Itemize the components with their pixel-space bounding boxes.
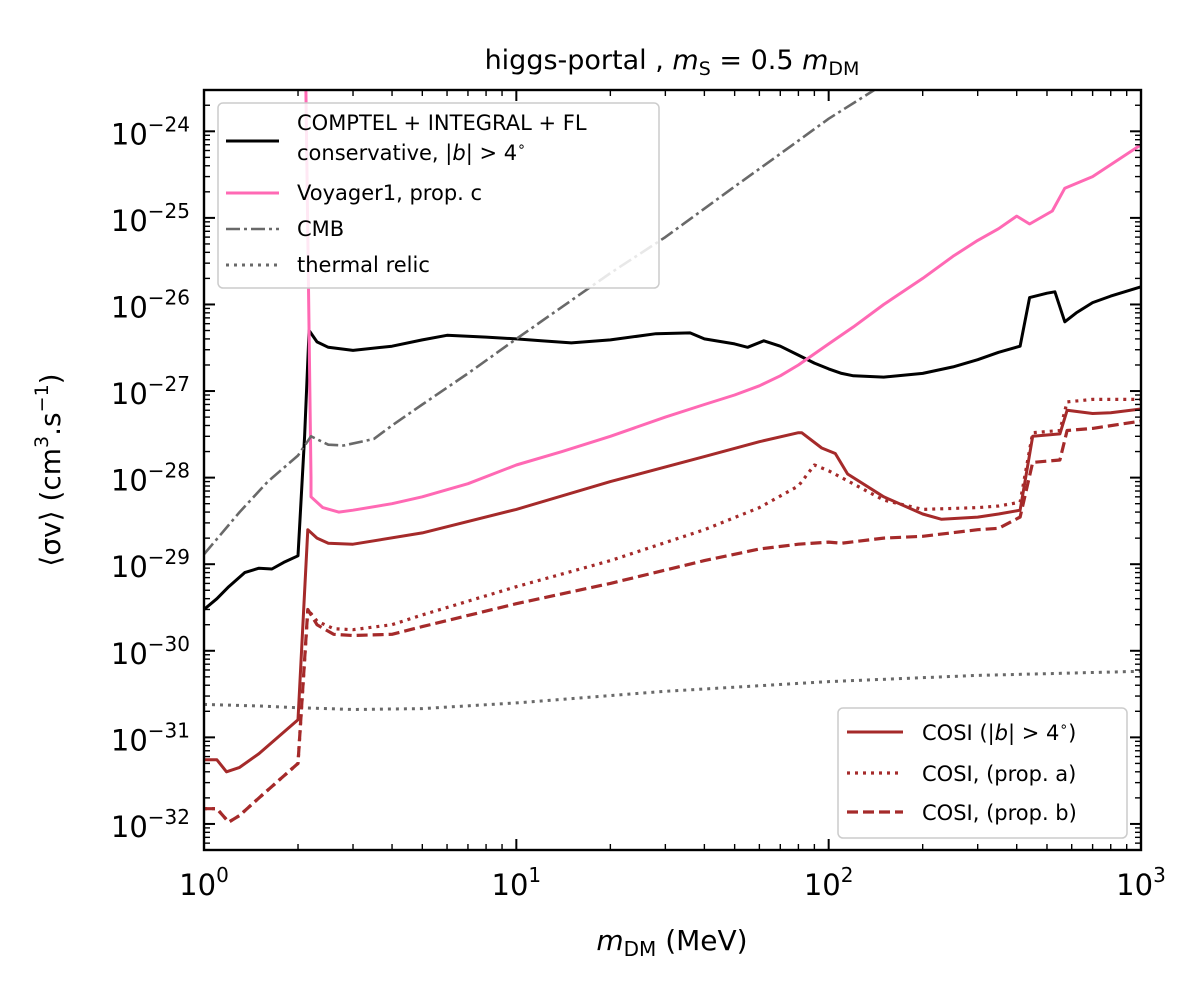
y-tick-label: 10−30 (111, 632, 190, 671)
x-tick-label: 101 (492, 863, 542, 902)
legend-upper-box (217, 102, 660, 289)
x-tick-label: 102 (804, 863, 854, 902)
series-line-4 (204, 407, 1141, 774)
legend-label-comptel-line1: COMPTEL + INTEGRAL + FL (297, 111, 587, 135)
chart-title: higgs-portal , mS = 0.5 mDM (485, 45, 860, 80)
legend-label-comptel-line2: conservative, |b| > 4∘ (297, 139, 526, 166)
series-line-0 (204, 285, 1141, 611)
legend-label-voyager: Voyager1, prop. c (297, 181, 482, 205)
legend-lower: COSI (|b| > 4∘) COSI, (prop. a) COSI, (p… (837, 707, 1128, 839)
x-tick-label: 100 (179, 863, 229, 902)
series-line-1 (304, 90, 1141, 514)
x-axis-label: mDM (MeV) (596, 924, 747, 961)
x-tick-label: 103 (1116, 863, 1166, 902)
legend-label-cosi-b: COSI, (prop. b) (922, 801, 1077, 825)
legend-label-cosi-a: COSI, (prop. a) (922, 762, 1076, 786)
series-line-3 (204, 669, 1141, 711)
y-tick-label: 10−31 (111, 718, 190, 757)
y-tick-label: 10−28 (111, 459, 190, 498)
legend-label-cosi: COSI (|b| > 4∘) (922, 719, 1076, 746)
legend-upper: COMPTEL + INTEGRAL + FL conservative, |b… (217, 102, 660, 289)
plot-frame (202, 88, 1143, 852)
y-tick-label: 10−24 (111, 112, 190, 151)
legend-label-cmb: CMB (297, 217, 344, 241)
series-line-2 (204, 90, 875, 556)
y-tick-label: 10−27 (111, 372, 190, 411)
series-line-6 (204, 419, 1141, 824)
y-tick-label: 10−25 (111, 199, 190, 238)
y-axis-label: ⟨σv⟩ (cm3.s−1) (31, 373, 67, 566)
y-tick-label: 10−29 (111, 545, 190, 584)
ticklabels-group: 100 101 102 103 10−24 10−25 10−26 10−27 10−28 10−… (111, 112, 1166, 902)
legend-label-thermal: thermal relic (297, 253, 430, 277)
series-group (204, 90, 1141, 824)
y-tick-label: 10−32 (111, 805, 190, 844)
y-tick-label: 10−26 (111, 285, 190, 324)
legend-lower-box (837, 707, 1128, 839)
